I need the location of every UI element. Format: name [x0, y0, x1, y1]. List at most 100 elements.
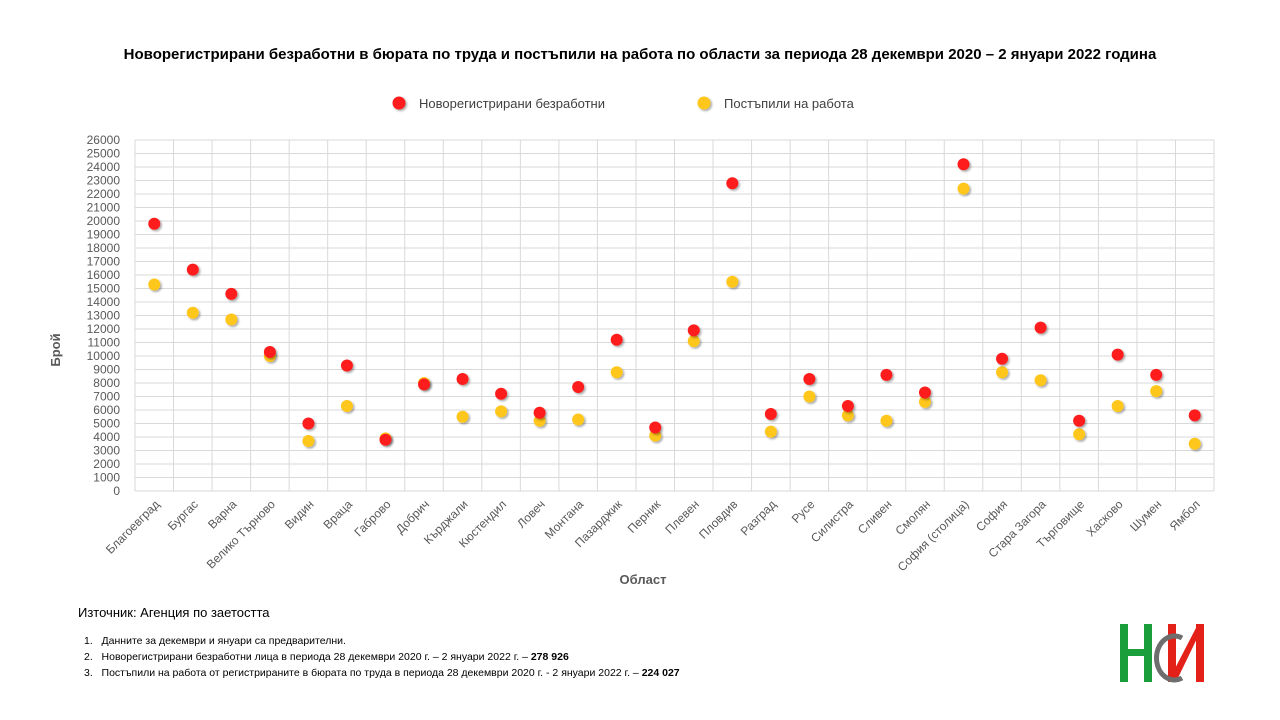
point-unemployed [418, 378, 431, 391]
footnotes: 1. Данните за декември и януари са предв… [84, 633, 680, 681]
x-axis-label: Област [620, 572, 667, 587]
y-tick-label: 11000 [88, 336, 121, 350]
y-tick-label: 12000 [87, 322, 121, 336]
point-unemployed [803, 372, 816, 385]
point-unemployed [957, 158, 970, 171]
chart-legend: Новорегистрирани безработни Постъпили на … [392, 96, 855, 111]
x-tick-label: Русе [789, 497, 818, 526]
point-employed [1150, 385, 1163, 398]
point-employed [456, 410, 469, 423]
point-employed [1073, 428, 1086, 441]
point-employed [880, 414, 893, 427]
data-points [148, 158, 1201, 450]
chart-grid [134, 139, 1215, 492]
scatter-chart: Новорегистрирани безработни Постъпили на … [48, 96, 1215, 587]
y-tick-label: 2000 [93, 457, 120, 471]
point-unemployed [340, 359, 353, 372]
y-tick-label: 9000 [93, 363, 120, 377]
y-tick-label: 7000 [93, 390, 120, 404]
x-tick-label: Разград [738, 497, 779, 538]
point-unemployed [1111, 348, 1124, 361]
point-unemployed [379, 433, 392, 446]
point-unemployed [302, 417, 315, 430]
y-tick-label: 23000 [87, 174, 121, 188]
point-unemployed [1150, 368, 1163, 381]
legend-label: Новорегистрирани безработни [419, 96, 605, 111]
point-unemployed [610, 333, 623, 346]
point-unemployed [148, 217, 161, 230]
x-tick-label: Видин [282, 497, 317, 532]
point-unemployed [726, 177, 739, 190]
x-tick-label: Враца [320, 497, 355, 532]
legend-marker [392, 96, 406, 110]
point-employed [148, 278, 161, 291]
point-unemployed [533, 406, 546, 419]
y-tick-label: 5000 [93, 417, 120, 431]
point-employed [1188, 437, 1201, 450]
point-unemployed [687, 324, 700, 337]
point-employed [572, 413, 585, 426]
point-unemployed [456, 372, 469, 385]
x-tick-label: Силистра [808, 497, 856, 545]
point-employed [918, 395, 931, 408]
y-tick-label: 3000 [93, 444, 120, 458]
point-employed [803, 390, 816, 403]
y-tick-label: 15000 [87, 282, 121, 296]
point-unemployed [1073, 414, 1086, 427]
legend-marker [697, 96, 711, 110]
x-tick-label: Перник [625, 497, 664, 536]
x-tick-label: Бургас [165, 497, 201, 533]
y-tick-label: 21000 [87, 201, 121, 215]
x-tick-label: Пловдив [696, 497, 740, 541]
point-unemployed [186, 263, 199, 276]
point-unemployed [649, 421, 662, 434]
y-axis-ticks: 0100020003000400050006000700080009000100… [87, 133, 121, 498]
y-axis-label: Брой [48, 333, 63, 366]
y-tick-label: 13000 [87, 309, 121, 323]
point-unemployed [572, 381, 585, 394]
x-tick-label: Варна [205, 497, 240, 532]
point-employed [340, 399, 353, 412]
y-tick-label: 0 [113, 484, 120, 498]
nsi-logo [1120, 624, 1204, 683]
point-employed [225, 313, 238, 326]
footnote-2: 2. Новорегистрирани безработни лица в пе… [84, 651, 569, 663]
point-unemployed [918, 386, 931, 399]
point-employed [610, 366, 623, 379]
y-tick-label: 8000 [93, 376, 120, 390]
point-unemployed [495, 387, 508, 400]
point-employed [726, 275, 739, 288]
y-tick-label: 25000 [87, 147, 121, 161]
point-employed [957, 182, 970, 195]
y-tick-label: 1000 [93, 471, 120, 485]
point-unemployed [764, 408, 777, 421]
footnote-1: 1. Данните за декември и януари са предв… [84, 635, 346, 647]
point-unemployed [263, 345, 276, 358]
x-tick-label: Сливен [855, 497, 895, 537]
legend-label: Постъпили на работа [724, 96, 855, 111]
x-tick-label: Ямбол [1167, 497, 1203, 533]
y-tick-label: 10000 [87, 349, 121, 363]
x-tick-label: Велико Търново [204, 497, 279, 572]
x-tick-label: София [973, 497, 1010, 534]
y-tick-label: 17000 [87, 255, 121, 269]
point-employed [186, 306, 199, 319]
footnote-3: 3. Постъпили на работа от регистрираните… [84, 667, 680, 679]
y-tick-label: 16000 [87, 268, 121, 282]
y-tick-label: 26000 [87, 133, 121, 147]
y-tick-label: 14000 [87, 295, 121, 309]
point-employed [495, 405, 508, 418]
y-tick-label: 6000 [93, 403, 120, 417]
point-unemployed [880, 368, 893, 381]
x-tick-label: София (столица) [895, 497, 972, 574]
point-employed [302, 435, 315, 448]
y-tick-label: 4000 [93, 430, 120, 444]
point-unemployed [841, 399, 854, 412]
x-tick-label: Габрово [351, 497, 393, 539]
point-unemployed [1188, 409, 1201, 422]
y-tick-label: 19000 [87, 228, 121, 242]
y-tick-label: 20000 [87, 214, 121, 228]
x-tick-label: Шумен [1127, 497, 1164, 534]
x-tick-label: Ловеч [514, 497, 547, 530]
